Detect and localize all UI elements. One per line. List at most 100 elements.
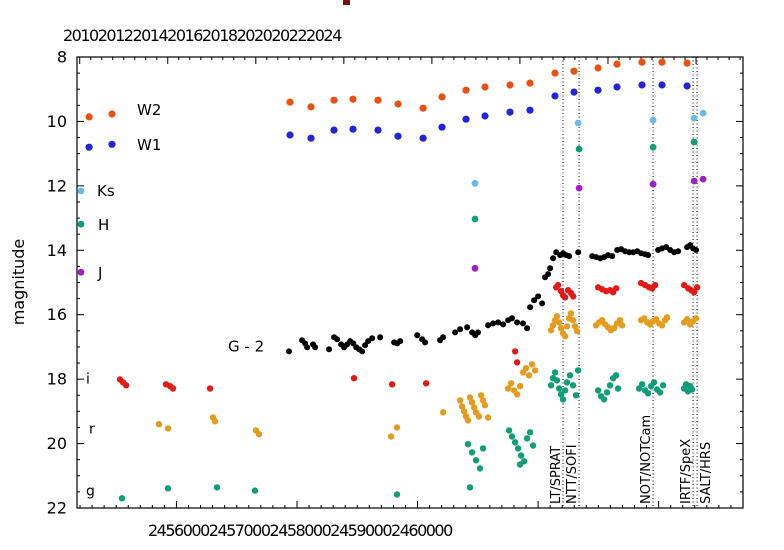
data-point-ks [574, 119, 582, 127]
data-point-i [513, 359, 521, 366]
data-point-w1 [570, 88, 578, 96]
data-point-g [472, 457, 480, 464]
data-point-i [651, 281, 659, 289]
data-point-i [388, 381, 396, 388]
data-point-g [464, 441, 472, 448]
data-point-r [573, 327, 581, 335]
data-point-g2 [440, 334, 447, 341]
data-point-g [466, 484, 474, 491]
y-axis-title: magnitude [9, 239, 28, 326]
x-axis-tick-labels: 24560002457000245800024590002460000 [148, 521, 453, 540]
data-point-g [659, 382, 667, 389]
data-point-g [553, 377, 561, 384]
data-point-g2 [693, 247, 700, 253]
data-point-ks [699, 109, 707, 117]
data-point-g2 [575, 249, 582, 256]
data-point-r [393, 424, 401, 431]
data-point-g2 [422, 339, 429, 346]
data-point-g [572, 392, 580, 399]
data-point-i [554, 281, 562, 289]
data-point-r [470, 404, 478, 411]
data-point-g2 [397, 338, 404, 345]
data-point-g2 [509, 315, 515, 322]
data-point-g2 [362, 342, 369, 349]
data-point-g2 [326, 346, 333, 353]
data-point-r [618, 322, 626, 329]
y-tick-label: 10 [47, 112, 67, 131]
data-point-g2 [609, 253, 616, 260]
data-point-w2 [481, 83, 489, 91]
data-point-g2 [645, 252, 652, 259]
data-point-r [513, 391, 521, 398]
legend-label-w2: W2 [137, 101, 161, 119]
data-point-g2 [359, 348, 366, 355]
data-point-r [481, 402, 489, 409]
data-point-i [693, 284, 701, 291]
legend-label-h: H [98, 216, 109, 234]
data-point-g [638, 381, 646, 388]
data-point-g2 [566, 253, 573, 260]
y-tick-label: 22 [47, 499, 67, 518]
data-point-g [574, 367, 582, 374]
data-point-r [557, 325, 565, 332]
y-tick-label: 16 [47, 305, 67, 324]
data-point-g2 [535, 293, 542, 300]
data-point-w1 [462, 115, 470, 123]
data-point-g [551, 369, 559, 376]
data-point-i [422, 380, 430, 387]
data-point-r [567, 310, 575, 317]
data-point-r [479, 397, 487, 404]
y-tick-label: 18 [47, 370, 67, 389]
data-point-i [612, 285, 620, 292]
data-point-g [606, 382, 614, 389]
legend-label-g: g [86, 484, 95, 500]
data-point-g [393, 491, 401, 498]
data-point-w1 [638, 81, 646, 89]
data-point-h [471, 215, 479, 223]
data-point-g [566, 372, 574, 379]
data-point-g [523, 435, 531, 442]
data-point-r [255, 431, 263, 438]
data-point-w1 [419, 134, 427, 142]
data-point-g [468, 449, 476, 456]
data-point-r [549, 322, 557, 329]
data-point-g2 [675, 248, 682, 255]
vline-label-lt-sprat: LT/SPRAT [549, 446, 564, 504]
data-point-w2 [349, 95, 357, 103]
data-point-g2 [452, 329, 459, 336]
data-point-r [475, 413, 483, 420]
vline-label-ntt-sofi: NTT/SOFI [565, 444, 580, 504]
legend-label-w1: W1 [137, 136, 161, 154]
data-point-ks [649, 116, 657, 124]
data-point-r [561, 333, 569, 340]
data-point-h [649, 143, 657, 151]
data-point-w2 [683, 59, 691, 67]
x2-axis-year-labels: 20102012201420162018202020222024 [63, 26, 342, 45]
data-point-w2 [594, 64, 602, 72]
data-point-i [350, 375, 358, 382]
data-point-g2 [304, 344, 311, 351]
data-point-r [692, 315, 700, 322]
data-point-g [514, 445, 522, 452]
data-point-r [528, 361, 536, 368]
data-point-g [644, 390, 652, 397]
y-tick-label: 12 [47, 176, 67, 195]
data-point-r [456, 397, 464, 404]
data-point-w2 [551, 69, 559, 77]
data-point-w2 [638, 58, 646, 66]
data-point-w1 [85, 143, 93, 151]
data-point-r [155, 421, 163, 428]
vline-label-salt-hrs: SALT/HRS [699, 442, 714, 504]
data-point-w2 [419, 104, 427, 112]
data-point-w1 [613, 83, 621, 91]
data-point-r [164, 425, 172, 432]
data-point-r [683, 316, 691, 323]
data-point-w1 [594, 86, 602, 94]
data-point-g [476, 465, 484, 472]
data-point-r [610, 325, 618, 332]
data-point-r [466, 394, 474, 401]
data-point-j [649, 180, 657, 188]
data-point-ks [690, 114, 698, 122]
data-point-w1 [286, 131, 294, 139]
data-point-r [553, 313, 561, 320]
